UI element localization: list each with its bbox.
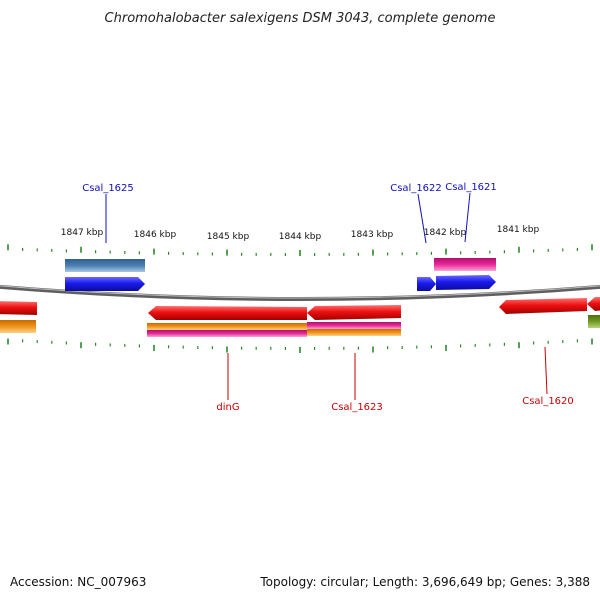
- feature-csal-1623-pink[interactable]: [307, 322, 401, 329]
- map-title: Chromohalobacter salexigens DSM 3043, co…: [105, 11, 496, 26]
- genome-backbone: [0, 284, 600, 301]
- genome-summary-text: Topology: circular; Length: 3,696,649 bp…: [260, 575, 590, 589]
- tick-label-1846: 1846 kbp: [134, 230, 177, 240]
- cds-csal-1622[interactable]: [417, 277, 436, 291]
- leader-line-csal-1620: [544, 346, 548, 395]
- cds-left-partial[interactable]: [0, 301, 37, 315]
- feature-csal-1623-orange[interactable]: [307, 329, 401, 336]
- tick-label-1844: 1844 kbp: [279, 232, 322, 242]
- inner-tick-ruler: [7, 338, 593, 353]
- outer-tick-ruler: [7, 244, 593, 256]
- feature-left-partial[interactable]: [0, 320, 36, 333]
- tick-label-1845: 1845 kbp: [207, 232, 250, 242]
- tick-label-1842: 1842 kbp: [424, 228, 467, 238]
- cds-csal-1623[interactable]: [307, 305, 401, 320]
- gene-csal-1621[interactable]: [434, 258, 496, 271]
- gene-label-csal-1621[interactable]: Csal_1621: [445, 182, 497, 193]
- cds-csal-1621[interactable]: [436, 275, 496, 290]
- tick-label-1843: 1843 kbp: [351, 230, 394, 240]
- tick-label-1847: 1847 kbp: [61, 228, 104, 238]
- accession-text: Accession: NC_007963: [10, 575, 147, 589]
- gene-csal-1625[interactable]: [65, 259, 145, 272]
- feature-right-olive[interactable]: [588, 315, 600, 328]
- cds-csal-1620[interactable]: [499, 298, 587, 314]
- cds-right-partial[interactable]: [587, 297, 600, 311]
- tick-label-1841: 1841 kbp: [497, 225, 540, 235]
- gene-label-csal-1625[interactable]: Csal_1625: [82, 183, 134, 194]
- gene-label-ding[interactable]: dinG: [216, 402, 239, 413]
- genome-backbone-highlight: [0, 285, 600, 299]
- feature-ding-pink[interactable]: [147, 330, 307, 337]
- leader-line-csal-1622: [417, 193, 427, 244]
- leader-line-csal-1621: [464, 192, 471, 243]
- feature-ding-orange[interactable]: [147, 323, 307, 330]
- gene-label-csal-1623[interactable]: Csal_1623: [331, 402, 383, 413]
- cds-ding[interactable]: [148, 306, 307, 320]
- gene-label-csal-1620[interactable]: Csal_1620: [522, 396, 574, 407]
- gene-label-csal-1622[interactable]: Csal_1622: [390, 183, 442, 194]
- cds-csal-1625[interactable]: [65, 277, 145, 291]
